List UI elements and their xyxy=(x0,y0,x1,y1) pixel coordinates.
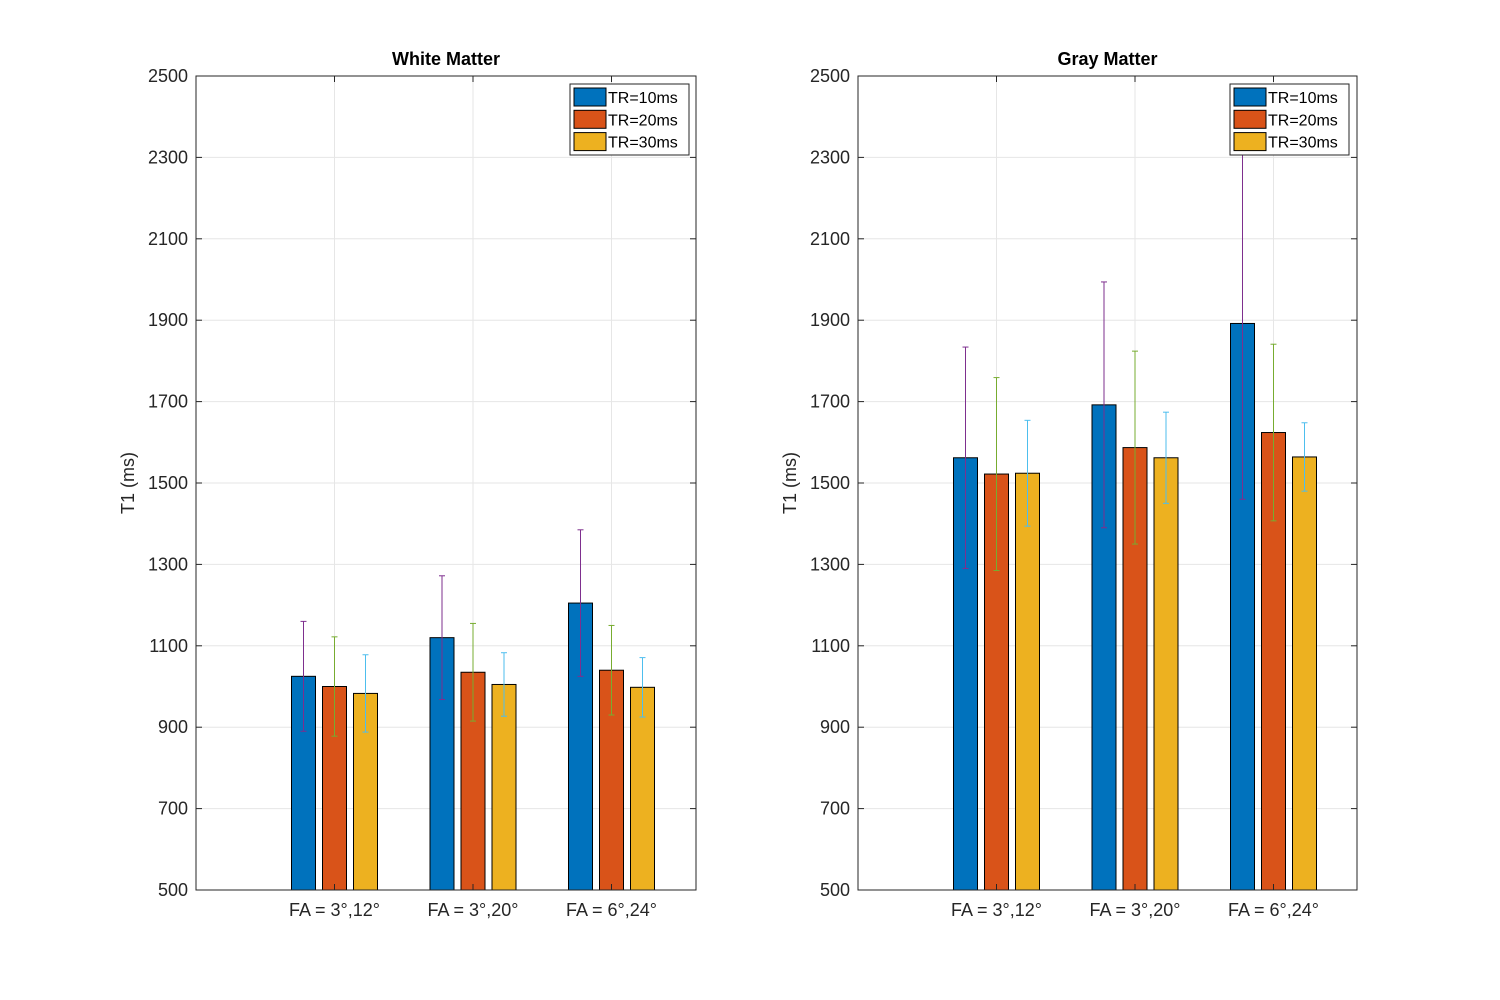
error-bar xyxy=(300,620,307,732)
legend-swatch xyxy=(1233,87,1267,107)
y-tick-label: 700 xyxy=(820,799,850,819)
y-tick-label: 1100 xyxy=(811,636,850,656)
y-axis: 500 700 900 1100 1300 1500 1700 1900 2100 2300 250… xyxy=(810,66,1357,900)
legend-label: TR=10ms xyxy=(608,90,678,107)
series-tr-10ms xyxy=(953,147,1255,891)
legend-label: TR=10ms xyxy=(1268,90,1338,107)
bar xyxy=(491,683,517,891)
y-tick-label: 1900 xyxy=(810,310,850,330)
error-bar xyxy=(331,636,338,737)
legend-label: TR=30ms xyxy=(608,135,678,152)
legend-label: TR=20ms xyxy=(608,112,678,129)
y-tick-label: 1300 xyxy=(148,554,188,574)
chart-title: White Matter xyxy=(392,49,500,69)
error-bar xyxy=(1163,411,1169,504)
series-tr-30ms xyxy=(353,652,655,891)
y-axis: 500 700 900 1100 1300 1500 1700 1900 2100 2300 250… xyxy=(148,66,696,900)
x-tick-label: FA = 3°,12° xyxy=(289,900,380,920)
series-tr-10ms xyxy=(291,529,593,891)
y-tick-label: 900 xyxy=(158,717,188,737)
error-bar xyxy=(608,624,615,716)
y-tick-label: 1500 xyxy=(810,473,850,493)
y-tick-label: 700 xyxy=(158,799,188,819)
error-bar xyxy=(577,529,584,677)
legend-swatch xyxy=(1233,132,1267,152)
x-tick-label: FA = 3°,20° xyxy=(428,900,519,920)
y-tick-label: 500 xyxy=(158,880,188,900)
y-tick-label: 1900 xyxy=(148,310,188,330)
series-tr-30ms xyxy=(1015,411,1317,891)
y-tick-label: 500 xyxy=(820,880,850,900)
y-tick-label: 1700 xyxy=(810,392,850,412)
error-bar xyxy=(993,377,1000,572)
legend-label: TR=30ms xyxy=(1268,135,1338,152)
error-bar xyxy=(470,622,476,722)
x-tick-label: FA = 3°,20° xyxy=(1090,900,1181,920)
legend-swatch xyxy=(573,87,607,107)
error-bar xyxy=(1270,343,1277,522)
y-tick-label: 1700 xyxy=(148,392,188,412)
legend-swatch xyxy=(573,132,607,152)
bar xyxy=(630,686,655,891)
x-tick-label: FA = 6°,24° xyxy=(1228,900,1319,920)
error-bar xyxy=(1301,422,1308,492)
error-bar xyxy=(1101,281,1107,529)
y-axis-title: T1 (ms) xyxy=(118,452,138,514)
legend: TR=10ms TR=20ms TR=30ms xyxy=(569,83,690,156)
y-tick-label: 1300 xyxy=(810,554,850,574)
x-axis: FA = 3°,12° FA = 3°,20° FA = 6°,24° xyxy=(951,76,1319,920)
error-bar xyxy=(962,346,969,569)
series-tr-20ms xyxy=(322,622,624,891)
y-tick-label: 2300 xyxy=(148,147,188,167)
y-tick-label: 2500 xyxy=(148,66,188,86)
bar xyxy=(1261,432,1286,891)
chart-panel-white-matter: 500 700 900 1100 1300 1500 1700 1900 2100 2300 250… xyxy=(118,49,697,920)
y-tick-label: 2300 xyxy=(810,147,850,167)
error-bar xyxy=(1132,350,1138,545)
y-axis-title: T1 (ms) xyxy=(780,452,800,514)
chart-title: Gray Matter xyxy=(1057,49,1157,69)
error-bar xyxy=(639,657,646,718)
legend-swatch xyxy=(1233,109,1267,129)
bar xyxy=(1292,456,1317,891)
x-tick-label: FA = 3°,12° xyxy=(951,900,1042,920)
error-bar xyxy=(1024,419,1031,527)
bar xyxy=(1153,457,1179,891)
y-tick-label: 900 xyxy=(820,717,850,737)
error-bar xyxy=(362,654,369,733)
legend: TR=10ms TR=20ms TR=30ms xyxy=(1229,83,1350,156)
y-tick-label: 1500 xyxy=(148,473,188,493)
error-bar xyxy=(501,652,507,717)
y-tick-label: 2500 xyxy=(810,66,850,86)
bar xyxy=(429,637,455,891)
x-axis: FA = 3°,12° FA = 3°,20° FA = 6°,24° xyxy=(289,76,657,920)
legend-label: TR=20ms xyxy=(1268,112,1338,129)
x-tick-label: FA = 6°,24° xyxy=(566,900,657,920)
bar xyxy=(1015,472,1040,891)
y-tick-label: 1100 xyxy=(149,636,188,656)
y-tick-label: 2100 xyxy=(148,229,188,249)
error-bar xyxy=(439,575,445,701)
chart-panel-gray-matter: 500 700 900 1100 1300 1500 1700 1900 2100 2300 250… xyxy=(780,49,1358,920)
legend-swatch xyxy=(573,109,607,129)
y-tick-label: 2100 xyxy=(810,229,850,249)
